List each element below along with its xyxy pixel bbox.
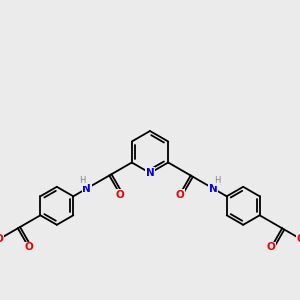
Text: O: O <box>175 190 184 200</box>
Text: N: N <box>82 184 91 194</box>
Text: O: O <box>116 190 125 200</box>
Text: O: O <box>0 234 3 244</box>
Text: H: H <box>214 176 221 185</box>
Text: N: N <box>146 168 154 178</box>
Text: O: O <box>25 242 33 252</box>
Text: N: N <box>209 184 218 194</box>
Text: H: H <box>79 176 85 185</box>
Text: O: O <box>297 234 300 244</box>
Text: O: O <box>267 242 275 252</box>
